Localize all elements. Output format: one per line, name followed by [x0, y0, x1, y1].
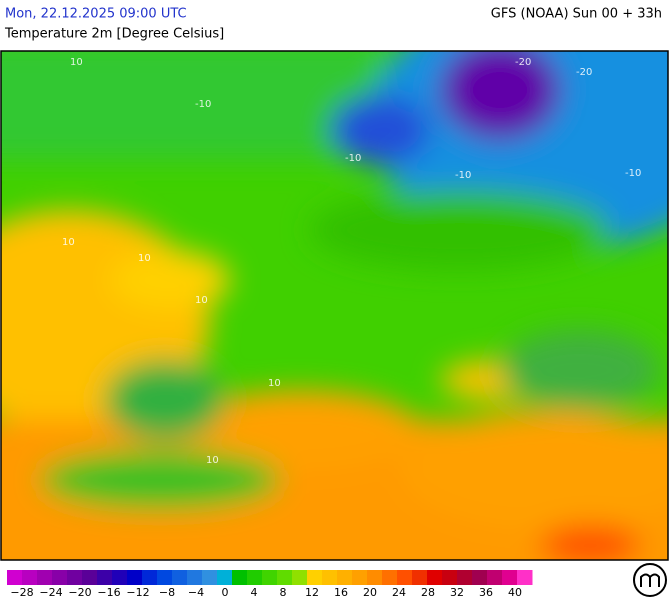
legend-label: 0	[222, 586, 229, 599]
legend-swatch	[172, 570, 188, 585]
legend-swatch	[217, 570, 233, 585]
legend-swatch	[382, 570, 398, 585]
legend-swatch	[112, 570, 128, 585]
legend-label: 12	[305, 586, 319, 599]
contour-label: -20	[576, 67, 592, 78]
legend-label: −12	[126, 586, 149, 599]
contour-label: 10	[195, 295, 208, 306]
legend-label: 20	[363, 586, 377, 599]
model-run: GFS (NOAA) Sun 00 + 33h	[491, 7, 662, 22]
legend-swatch	[292, 570, 308, 585]
legend-label: 36	[479, 586, 493, 599]
contour-label: -10	[345, 153, 361, 164]
legend-swatch	[442, 570, 458, 585]
legend-label: 8	[280, 586, 287, 599]
legend-label: −28	[10, 586, 33, 599]
legend-label: −8	[159, 586, 175, 599]
legend-label: −16	[97, 586, 120, 599]
contour-label: 10	[138, 253, 151, 264]
legend-label: 40	[508, 586, 522, 599]
temperature-map: 10 10 10 10 -10 -10 -10 -20 -20 -10 10 10	[1, 51, 668, 560]
legend-swatch	[127, 570, 143, 585]
legend-swatch	[487, 570, 503, 585]
map-frame	[0, 50, 669, 561]
legend-swatch	[232, 570, 248, 585]
legend-swatch	[97, 570, 113, 585]
legend-swatch	[337, 570, 353, 585]
contour-label: 10	[206, 455, 219, 466]
contour-label: 10	[70, 57, 83, 68]
legend-swatch	[37, 570, 53, 585]
legend-swatch	[427, 570, 443, 585]
legend-label: 4	[251, 586, 258, 599]
legend-label: −24	[39, 586, 62, 599]
legend-swatch	[187, 570, 203, 585]
parameter: Temperature 2m [Degree Celsius]	[4, 27, 224, 42]
legend-swatch	[202, 570, 218, 585]
legend-label: 24	[392, 586, 406, 599]
legend-swatch	[397, 570, 413, 585]
legend-swatch	[67, 570, 83, 585]
legend-label: 28	[421, 586, 435, 599]
legend-label: 32	[450, 586, 464, 599]
contour-label: -10	[195, 99, 211, 110]
color-legend: −28 −24 −20 −16 −12 −8 −4 0 4 8 12 16 20 24 28 32 36 40	[7, 570, 533, 599]
legend-label: −4	[188, 586, 204, 599]
contour-label: 10	[268, 378, 281, 389]
legend-swatch	[7, 570, 23, 585]
legend-label: −20	[68, 586, 91, 599]
legend-swatch	[367, 570, 383, 585]
legend-swatch	[472, 570, 488, 585]
contour-label: -10	[455, 170, 471, 181]
contour-label: -20	[515, 57, 531, 68]
date: Mon, 22.12.2025 09:00 UTC	[5, 7, 187, 22]
legend-swatch	[52, 570, 68, 585]
legend-swatch	[352, 570, 368, 585]
legend-swatch	[457, 570, 473, 585]
legend-swatch	[157, 570, 173, 585]
logo-mark	[640, 573, 660, 587]
legend-swatch	[22, 570, 38, 585]
contour-label: 10	[62, 237, 75, 248]
legend-swatch	[517, 570, 533, 585]
legend-label: 16	[334, 586, 348, 599]
legend-swatch	[322, 570, 338, 585]
legend-swatch	[277, 570, 293, 585]
legend-swatch	[307, 570, 323, 585]
legend-swatch	[82, 570, 98, 585]
legend-swatch	[247, 570, 263, 585]
legend-swatch	[412, 570, 428, 585]
legend-swatch	[142, 570, 158, 585]
legend-swatch	[262, 570, 278, 585]
legend-swatch	[502, 570, 518, 585]
contour-label: -10	[625, 168, 641, 179]
